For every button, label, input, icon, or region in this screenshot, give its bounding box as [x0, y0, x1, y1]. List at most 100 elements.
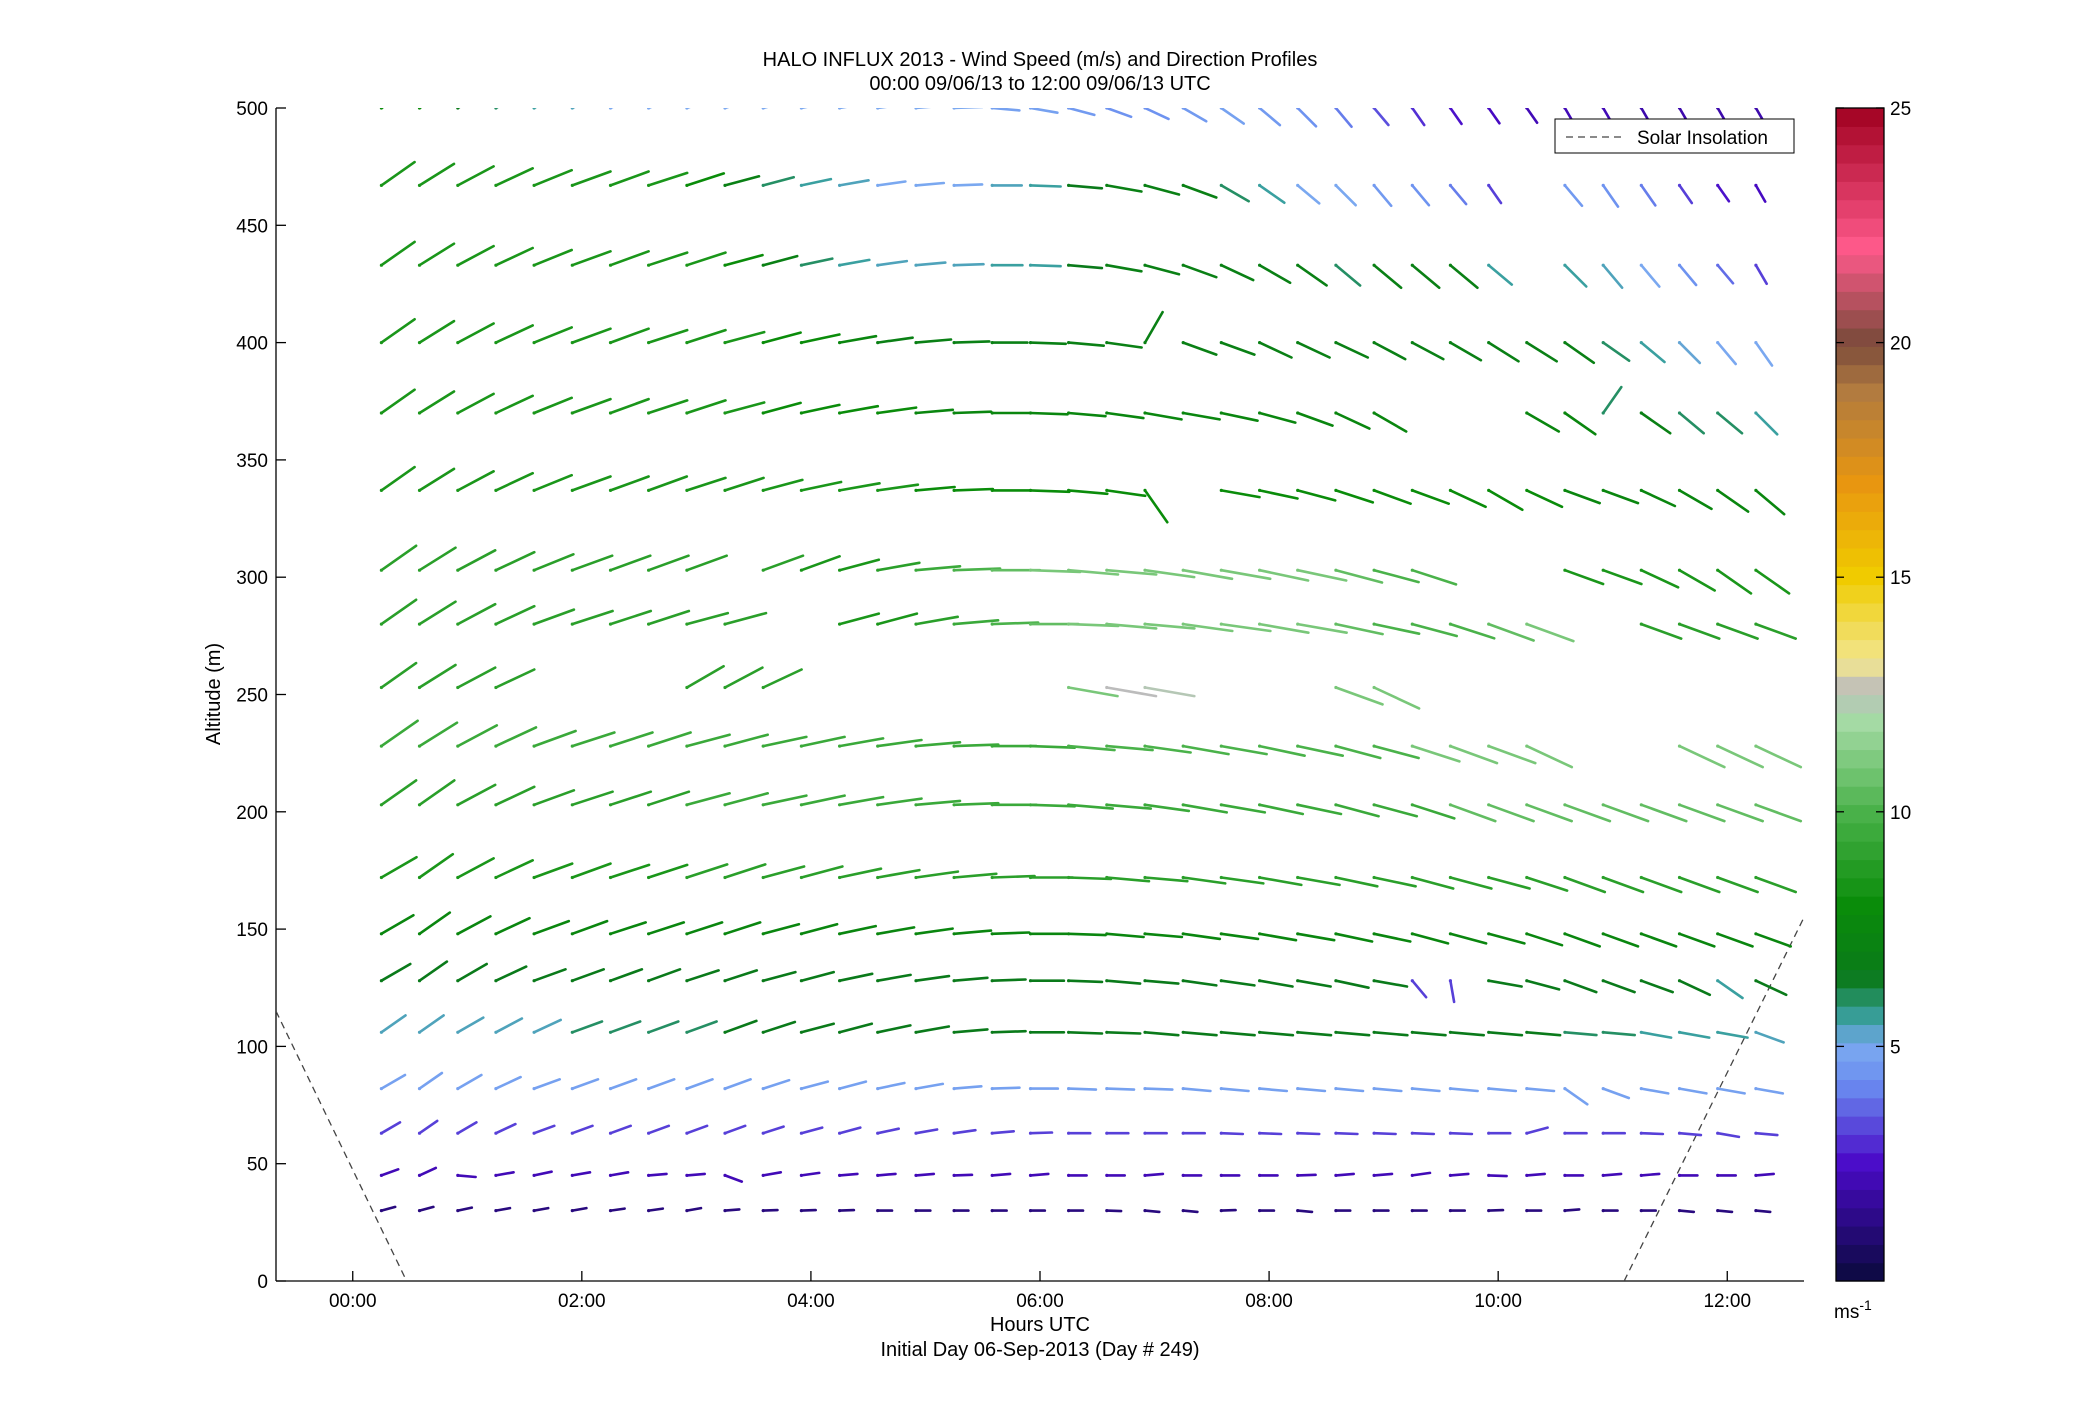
wind-vector — [876, 973, 912, 983]
wind-vector-origin — [570, 979, 574, 983]
wind-vector — [876, 868, 921, 879]
wind-vector — [1754, 341, 1774, 367]
colorbar-band — [1836, 327, 1884, 347]
wind-vector — [1678, 184, 1694, 205]
wind-vector-origin — [1639, 1209, 1643, 1213]
wind-vector — [1258, 108, 1282, 127]
wind-vector — [532, 1170, 553, 1177]
wind-vector — [876, 1127, 901, 1135]
wind-vector-origin — [379, 1131, 383, 1135]
wind-vector-origin — [914, 622, 918, 626]
wind-vector-origin — [914, 875, 918, 880]
wind-vector — [1640, 1172, 1661, 1177]
y-tick-label: 150 — [236, 920, 268, 941]
wind-vector — [1258, 1087, 1289, 1093]
wind-vector-origin — [1219, 803, 1223, 807]
wind-vector-origin — [647, 1131, 651, 1135]
wind-vector-origin — [952, 1173, 956, 1177]
wind-vector-origin — [1448, 932, 1452, 936]
wind-vector-origin — [838, 1030, 842, 1034]
wind-vector — [1487, 932, 1526, 945]
colorbar-band — [1836, 987, 1884, 1007]
wind-vector — [1449, 1031, 1485, 1037]
wind-vector-origin — [1028, 411, 1033, 415]
wind-vector-origin — [1716, 1087, 1720, 1091]
wind-vector-origin — [379, 1087, 383, 1091]
wind-vector-origin — [608, 108, 613, 110]
wind-vector-origin — [456, 1030, 460, 1034]
wind-vector-origin — [1181, 1131, 1185, 1135]
wind-vector — [1296, 622, 1348, 635]
wind-vector-origin — [1028, 263, 1033, 267]
chart-subtitle: 00:00 09/06/13 to 12:00 09/06/13 UTC — [869, 73, 1210, 95]
wind-vector — [380, 719, 419, 748]
wind-vector — [1181, 108, 1208, 123]
wind-vector-origin — [1716, 263, 1720, 267]
wind-vector — [1372, 568, 1420, 584]
wind-vector — [800, 794, 846, 807]
wind-vector — [532, 967, 567, 983]
wind-vector — [1640, 184, 1657, 207]
wind-vector — [952, 340, 991, 344]
colorbar-band — [1836, 291, 1884, 311]
wind-vector — [647, 108, 653, 110]
wind-vector — [1372, 263, 1403, 290]
wind-vector — [914, 974, 951, 983]
wind-vector — [1449, 1172, 1470, 1177]
wind-vector-origin — [1296, 1131, 1300, 1135]
wind-vector-origin — [1219, 1173, 1223, 1177]
wind-vector — [1296, 979, 1332, 988]
wind-vector-origin — [647, 108, 651, 110]
wind-vector — [761, 1171, 783, 1177]
wind-vector — [1372, 341, 1407, 361]
wind-vector — [380, 544, 418, 572]
wind-vector — [1372, 686, 1421, 710]
wind-vector-origin — [838, 875, 842, 880]
wind-vector-origin — [799, 875, 804, 880]
wind-vector-origin — [379, 488, 383, 492]
wind-vector — [952, 262, 985, 267]
wind-vector-origin — [799, 341, 804, 345]
y-axis-label: Altitude (m) — [203, 643, 225, 745]
wind-vector-origin — [1296, 108, 1300, 110]
wind-vector-origin — [1448, 1131, 1452, 1135]
wind-vector — [952, 743, 1000, 748]
wind-vector — [761, 735, 808, 748]
wind-vector-origin — [1105, 411, 1109, 415]
wind-vector-origin — [1296, 979, 1300, 983]
wind-vector-origin — [1143, 875, 1147, 880]
wind-vector — [1525, 1087, 1556, 1093]
wind-vector-origin — [456, 411, 460, 415]
wind-vector — [1258, 184, 1286, 204]
wind-vector — [1487, 979, 1523, 988]
wind-vector-origin — [1296, 1173, 1300, 1177]
wind-vector-origin — [1258, 1030, 1262, 1034]
colorbar-tick-label: 20 — [1890, 334, 1911, 355]
wind-vector — [1372, 1031, 1409, 1037]
wind-vector — [532, 326, 574, 344]
wind-vector-origin — [990, 932, 994, 936]
wind-vector — [456, 962, 489, 983]
wind-vector-origin — [1258, 263, 1262, 267]
wind-vector — [1334, 686, 1384, 706]
wind-vector — [1334, 1031, 1371, 1037]
wind-vector-origin — [532, 932, 536, 936]
wind-vector — [1563, 411, 1597, 436]
wind-vector-origin — [417, 803, 422, 807]
colorbar-band — [1836, 474, 1884, 494]
wind-vector — [570, 1171, 592, 1177]
wind-vector — [1678, 1209, 1696, 1214]
wind-vector — [1601, 876, 1645, 894]
wind-vector — [761, 794, 808, 807]
wind-vector — [1754, 1172, 1775, 1177]
wind-vector-origin — [723, 1173, 727, 1177]
wind-vector — [456, 915, 492, 936]
wind-vector-origin — [1448, 1173, 1452, 1177]
wind-vector-origin — [761, 108, 765, 110]
wind-vector-origin — [1677, 183, 1682, 187]
wind-vector-origin — [1410, 1209, 1414, 1213]
wind-vector — [456, 322, 495, 344]
wind-vector — [723, 1174, 744, 1183]
wind-vector — [380, 661, 418, 689]
wind-vector-origin — [1639, 622, 1643, 626]
